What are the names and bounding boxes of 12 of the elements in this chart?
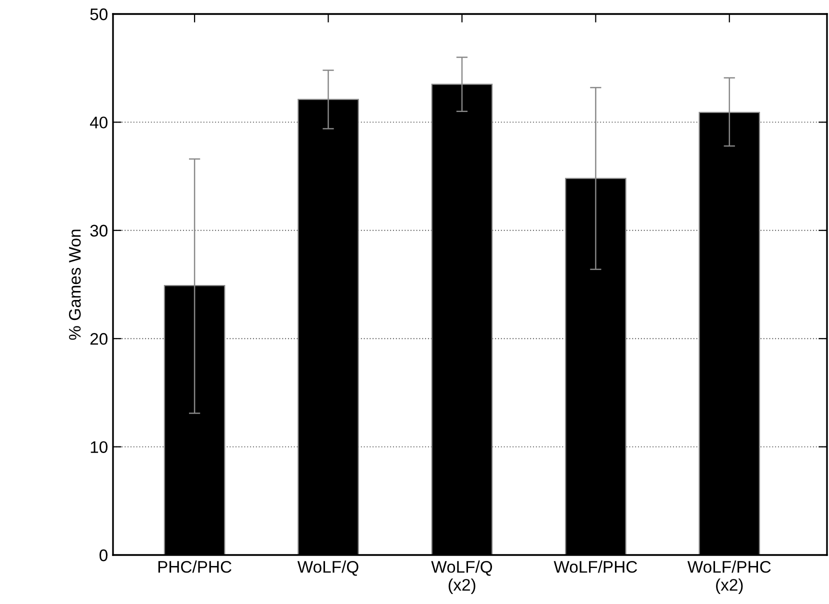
x-tick-label: WoLF/Q (x2) [431,560,492,594]
y-tick-label: 0 [100,549,108,562]
y-tick-label: 40 [90,116,108,128]
y-tick-label: 10 [90,441,108,454]
x-tick-label: WoLF/Q [297,560,358,576]
x-tick-label: WoLF/PHC (x2) [687,560,771,594]
y-tick-label: 50 [90,8,108,20]
x-tick-label: PHC/PHC [158,560,232,573]
y-tick-label: 30 [90,224,108,237]
x-tick-label: WoLF/PHC [554,560,638,573]
y-tick-label: 20 [90,333,108,345]
y-axis-title: % Games Won [68,230,81,340]
